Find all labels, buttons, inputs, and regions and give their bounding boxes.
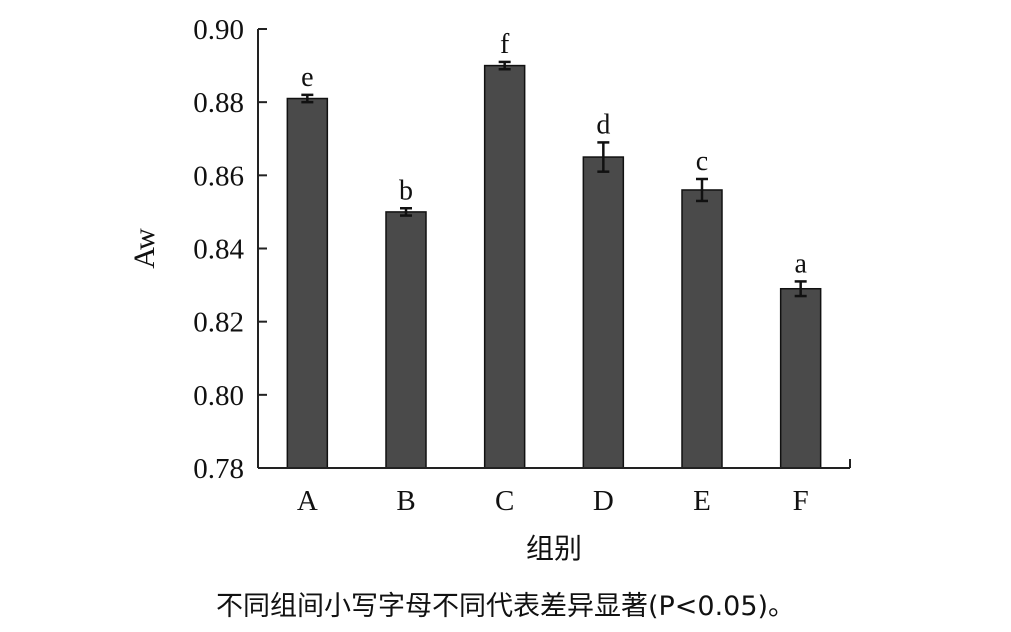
- bar-E: [681, 189, 723, 469]
- significance-label-C: f: [500, 29, 510, 60]
- x-axis-title: 组别: [526, 532, 582, 565]
- significance-label-F: a: [794, 248, 807, 279]
- bar-A: [286, 97, 329, 469]
- bar-F: [779, 287, 822, 469]
- x-tick-label: A: [297, 485, 318, 517]
- bars-group: e b f d c a: [286, 29, 822, 469]
- x-tick-label: B: [396, 485, 415, 517]
- x-axis-ticks: A B C D E F: [297, 485, 809, 517]
- y-tick-label: 0.86: [193, 160, 244, 192]
- y-tick-label: 0.90: [193, 14, 244, 46]
- y-tick-label: 0.80: [193, 380, 244, 412]
- bar-D: [582, 156, 625, 469]
- bar-B: [385, 211, 427, 469]
- x-tick-label: F: [793, 485, 809, 517]
- x-tick-label: D: [593, 485, 614, 517]
- bar-chart: 0.78 0.80 0.82 0.84 0.86 0.88 0.90 e b f d c a A B C D…: [128, 14, 851, 565]
- y-tick-label: 0.84: [193, 234, 244, 266]
- y-axis-ticks: 0.78 0.80 0.82 0.84 0.86 0.88 0.90: [193, 14, 851, 485]
- significance-label-E: c: [696, 146, 708, 177]
- figure-caption: 不同组间小写字母不同代表差异显著(P<0.05)。: [215, 591, 796, 622]
- significance-label-B: b: [399, 175, 413, 206]
- x-tick-label: C: [495, 485, 514, 517]
- y-tick-label: 0.88: [193, 87, 244, 119]
- y-axis-title: Aw: [128, 228, 161, 269]
- significance-label-A: e: [301, 62, 313, 93]
- y-tick-label: 0.82: [193, 307, 244, 339]
- y-tick-label: 0.78: [193, 453, 244, 485]
- x-tick-label: E: [693, 485, 711, 517]
- bar-C: [483, 64, 526, 469]
- significance-label-D: d: [596, 109, 610, 140]
